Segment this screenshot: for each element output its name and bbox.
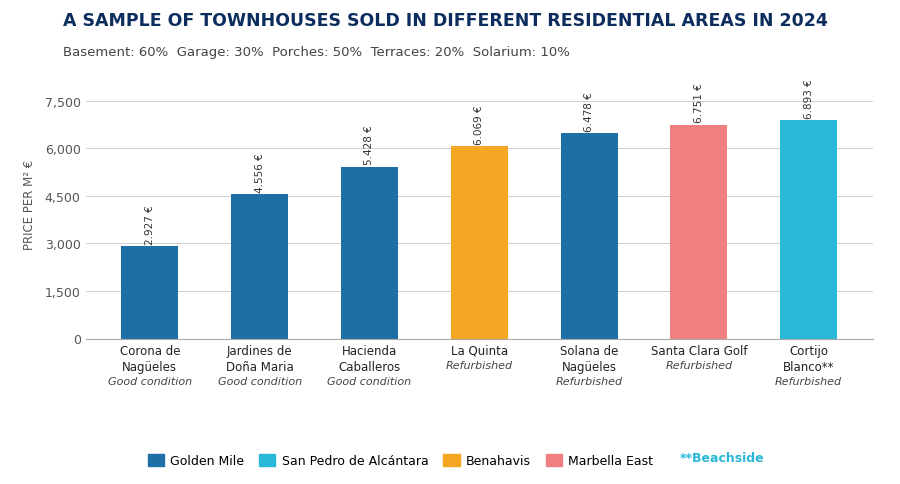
Bar [341,167,398,339]
Text: Nagüeles: Nagüeles [122,360,177,373]
Text: Corona de: Corona de [120,344,180,357]
Bar [561,134,617,339]
Text: 6.478 €: 6.478 € [584,92,594,132]
Text: Nagüeles: Nagüeles [562,360,617,373]
Text: Cortijo: Cortijo [789,344,828,357]
Bar [670,125,727,339]
Text: Refurbished: Refurbished [775,377,842,386]
Text: 6.069 €: 6.069 € [474,105,484,145]
Text: Jardines de: Jardines de [227,344,292,357]
Text: Blanco**: Blanco** [783,360,834,373]
Text: Basement: 60%  Garage: 30%  Porches: 50%  Terraces: 20%  Solarium: 10%: Basement: 60% Garage: 30% Porches: 50% T… [63,46,570,59]
Text: Good condition: Good condition [328,377,411,386]
Bar [780,121,837,339]
Bar [122,246,178,339]
Text: Refurbished: Refurbished [665,360,733,370]
Text: Good condition: Good condition [108,377,192,386]
Text: Santa Clara Golf: Santa Clara Golf [651,344,747,357]
Text: 4.556 €: 4.556 € [255,153,265,193]
Text: **Beachside: **Beachside [680,451,764,464]
Text: Doña Maria: Doña Maria [226,360,293,373]
Text: Refurbished: Refurbished [446,360,513,370]
Text: 2.927 €: 2.927 € [145,204,155,244]
Bar [451,147,508,339]
Text: Caballeros: Caballeros [338,360,400,373]
Text: A SAMPLE OF TOWNHOUSES SOLD IN DIFFERENT RESIDENTIAL AREAS IN 2024: A SAMPLE OF TOWNHOUSES SOLD IN DIFFERENT… [63,12,828,30]
Text: 6.893 €: 6.893 € [804,79,814,119]
Text: La Quinta: La Quinta [451,344,508,357]
Legend: Golden Mile, San Pedro de Alcántara, Benahavis, Marbella East: Golden Mile, San Pedro de Alcántara, Ben… [142,449,659,472]
Text: Solana de: Solana de [560,344,618,357]
Text: Refurbished: Refurbished [555,377,623,386]
Text: Good condition: Good condition [218,377,302,386]
Bar [231,195,288,339]
Text: 6.751 €: 6.751 € [694,84,704,123]
Text: Hacienda: Hacienda [342,344,397,357]
Text: 5.428 €: 5.428 € [364,125,374,165]
Y-axis label: PRICE PER M² €: PRICE PER M² € [23,159,36,250]
